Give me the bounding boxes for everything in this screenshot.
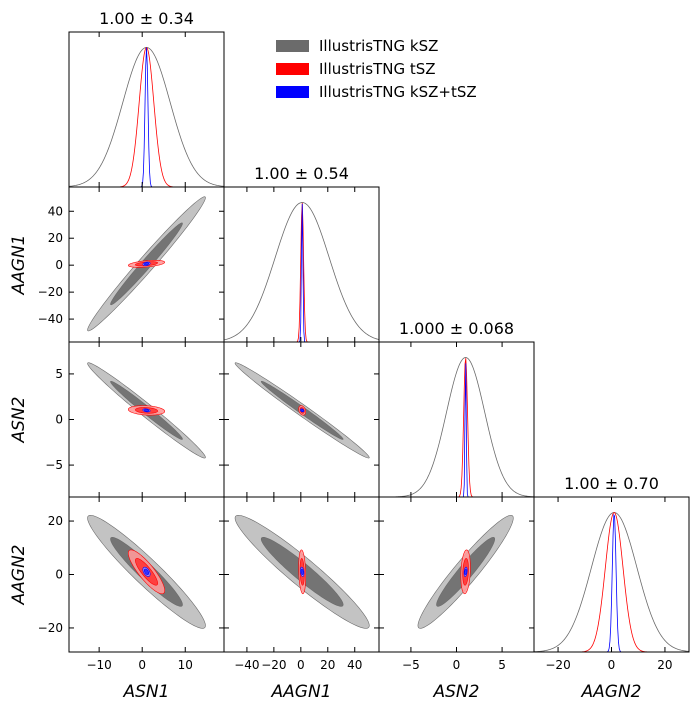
contour-panel-AAGN1-AAGN2-2-inner (300, 568, 304, 575)
marginal-curve-AAGN2-0 (534, 512, 689, 652)
xtick-label-ASN1-2: 10 (178, 658, 193, 672)
xaxis-label-ASN1: ASN1 (123, 682, 170, 702)
plot-area-panel-ASN2-ASN2 (379, 357, 534, 497)
plot-area-panel-AAGN1-AAGN2 (234, 514, 370, 629)
xaxis-label-AAGN1: AAGN1 (271, 682, 332, 702)
legend-swatch-ksz (276, 39, 309, 52)
ytick-label-AAGN1-4: 40 (48, 204, 63, 218)
marginal-curve-AAGN1-0 (224, 202, 379, 341)
legend-label-tsz: IllustrisTNG tSZ (319, 59, 436, 78)
legend-swatch-combined (276, 85, 309, 98)
xtick-label-AAGN1-0: −40 (234, 658, 259, 672)
plot-area-panel-ASN1-ASN1 (69, 46, 224, 187)
marginal-title-AAGN1: 1.00 ± 0.54 (254, 164, 349, 183)
plot-area-panel-ASN1-AAGN2 (87, 514, 206, 629)
marginal-curve-ASN1-2 (69, 47, 224, 187)
ytick-label-AAGN1-1: −20 (38, 285, 63, 299)
xtick-label-AAGN1-1: −20 (261, 658, 286, 672)
plot-area-panel-AAGN1-AAGN1 (224, 202, 379, 342)
marginal-curve-AAGN2-2 (534, 513, 689, 652)
xtick-label-ASN1-0: −10 (86, 658, 111, 672)
yaxis-label-ASN2: ASN2 (9, 397, 29, 444)
ytick-label-AAGN1-2: 0 (55, 258, 63, 272)
ytick-label-AAGN2-2: 20 (48, 514, 63, 528)
xtick-label-ASN1-1: 0 (138, 658, 146, 672)
marginal-curve-AAGN1-2 (224, 203, 379, 342)
legend-entry-tsz: IllustrisTNG tSZ (276, 57, 477, 80)
contour-panel-AAGN1-ASN2-2-inner (300, 409, 304, 412)
ytick-label-ASN2-0: −5 (45, 458, 63, 472)
xtick-label-AAGN2-0: −20 (545, 658, 570, 672)
xaxis-label-ASN2: ASN2 (433, 682, 480, 702)
ytick-label-AAGN2-1: 0 (55, 568, 63, 582)
marginal-curve-ASN1-1 (69, 46, 224, 187)
yaxis-label-AAGN1: AAGN1 (9, 235, 29, 296)
plot-area-panel-ASN1-AAGN1 (87, 196, 206, 332)
xtick-label-AAGN1-3: 20 (320, 658, 335, 672)
marginal-curve-ASN1-0 (69, 47, 224, 187)
marginal-curve-AAGN2-1 (534, 512, 689, 652)
legend-swatch-tsz (276, 62, 309, 75)
ytick-label-AAGN1-3: 20 (48, 231, 63, 245)
yaxis-label-AAGN2: AAGN2 (9, 545, 29, 606)
xtick-label-ASN2-1: 0 (453, 658, 461, 672)
legend-label-combined: IllustrisTNG kSZ+tSZ (319, 82, 477, 101)
ytick-label-ASN2-1: 0 (55, 413, 63, 427)
marginal-curve-ASN2-2 (379, 363, 534, 497)
marginal-title-ASN1: 1.00 ± 0.34 (99, 9, 194, 28)
contour-panel-ASN1-AAGN2-2-inner (143, 568, 150, 575)
xaxis-label-AAGN2: AAGN2 (581, 682, 642, 702)
xtick-label-ASN2-0: −5 (402, 658, 420, 672)
plot-area-panel-AAGN2-AAGN2 (534, 512, 689, 652)
marginal-curve-ASN2-1 (379, 358, 534, 497)
xtick-label-AAGN1-4: 40 (347, 658, 362, 672)
xtick-label-ASN2-2: 5 (498, 658, 506, 672)
xtick-label-AAGN2-1: 0 (608, 658, 616, 672)
ytick-label-ASN2-2: 5 (55, 367, 63, 381)
frame-panel-ASN2-ASN2 (378, 341, 535, 498)
legend-entry-combined: IllustrisTNG kSZ+tSZ (276, 80, 477, 103)
marginal-curve-AAGN1-1 (224, 202, 379, 342)
legend: IllustrisTNG kSZ IllustrisTNG tSZ Illust… (276, 34, 477, 103)
contour-panel-ASN2-AAGN2-2-inner (464, 568, 467, 575)
marginal-title-AAGN2: 1.00 ± 0.70 (564, 474, 659, 493)
marginal-title-ASN2: 1.000 ± 0.068 (399, 319, 514, 338)
legend-entry-ksz: IllustrisTNG kSZ (276, 34, 477, 57)
contour-panel-ASN1-ASN2-2-inner (143, 409, 150, 412)
ytick-label-AAGN2-0: −20 (38, 621, 63, 635)
xtick-label-AAGN2-2: 20 (657, 658, 672, 672)
frame-panel-AAGN1-ASN2 (223, 341, 380, 498)
plot-area-panel-ASN2-AAGN2 (417, 514, 514, 629)
contour-panel-ASN1-AAGN1-2-inner (143, 262, 150, 266)
marginal-curve-ASN2-0 (379, 357, 534, 497)
plot-area-panel-ASN1-ASN2 (87, 362, 206, 459)
legend-label-ksz: IllustrisTNG kSZ (319, 36, 439, 55)
ytick-label-AAGN1-0: −40 (38, 312, 63, 326)
xtick-label-AAGN1-2: 0 (297, 658, 305, 672)
plot-area-panel-AAGN1-ASN2 (234, 362, 370, 459)
